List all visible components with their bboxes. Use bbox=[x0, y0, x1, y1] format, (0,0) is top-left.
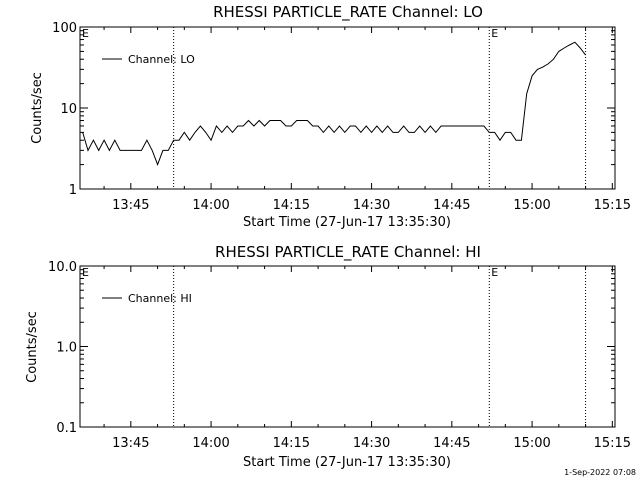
x-tick-label: 15:15 bbox=[594, 198, 631, 213]
y-axis-title: Counts/sec bbox=[30, 72, 45, 144]
chart-panel-lo: RHESSI PARTICLE_RATE Channel: LO Counts/… bbox=[30, 3, 631, 230]
x-tick-label: 14:45 bbox=[433, 198, 470, 213]
x-tick-label: 14:15 bbox=[273, 198, 310, 213]
date-stamp: 1-Sep-2022 07:08 bbox=[564, 468, 636, 477]
x-tick-label: 13:45 bbox=[112, 436, 149, 451]
plot-frame bbox=[79, 26, 616, 190]
x-tick-label: 14:15 bbox=[273, 436, 310, 451]
legend-label: Channel: HI bbox=[128, 292, 192, 305]
event-marker: E bbox=[491, 266, 498, 279]
chart-title: RHESSI PARTICLE_RATE Channel: LO bbox=[213, 3, 483, 22]
y-tick-label: 10.0 bbox=[48, 260, 77, 275]
x-tick-label: 15:00 bbox=[513, 436, 550, 451]
y-axis-title: Counts/sec bbox=[25, 311, 40, 383]
y-tick-label: 1.0 bbox=[56, 341, 77, 356]
x-axis-title: Start Time (27-Jun-17 13:35:30) bbox=[243, 215, 451, 230]
chart-panel-hi: RHESSI PARTICLE_RATE Channel: HI Counts/… bbox=[25, 243, 631, 470]
x-tick-label: 14:30 bbox=[353, 436, 390, 451]
y-tick-label: 1 bbox=[69, 183, 77, 198]
y-tick-label: 100 bbox=[52, 21, 77, 36]
x-tick-label: 15:15 bbox=[594, 436, 631, 451]
y-tick-label: 10 bbox=[60, 102, 77, 117]
plot-frame bbox=[79, 265, 616, 428]
x-tick-label: 15:00 bbox=[513, 198, 550, 213]
x-tick-label: 14:30 bbox=[353, 198, 390, 213]
series-line bbox=[82, 41, 586, 167]
x-tick-label: 14:45 bbox=[433, 436, 470, 451]
x-tick-label: 13:45 bbox=[112, 198, 149, 213]
left-marker: E bbox=[82, 27, 89, 40]
x-tick-label: 14:00 bbox=[192, 198, 229, 213]
legend-label: Channel: LO bbox=[128, 53, 195, 66]
left-marker: E bbox=[82, 266, 89, 279]
event-marker: E bbox=[491, 27, 498, 40]
x-axis-title: Start Time (27-Jun-17 13:35:30) bbox=[243, 455, 451, 470]
x-tick-label: 14:00 bbox=[192, 436, 229, 451]
chart-title: RHESSI PARTICLE_RATE Channel: HI bbox=[215, 243, 481, 262]
y-tick-label: 0.1 bbox=[56, 421, 77, 436]
